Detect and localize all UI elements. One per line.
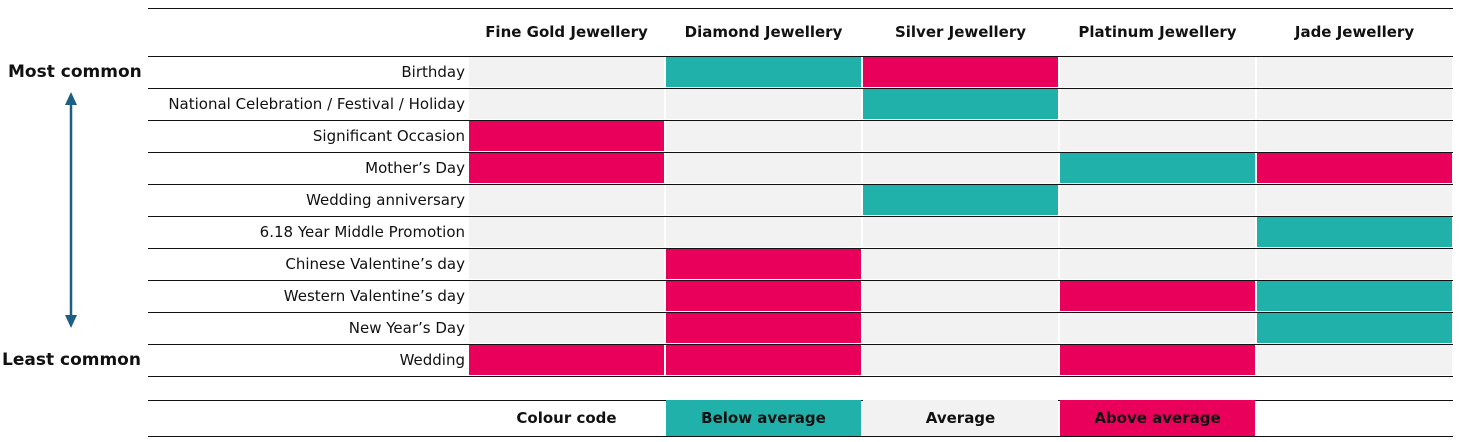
legend-item-above: Above average [1060,400,1255,436]
legend-item-average: Average [863,400,1058,436]
divider-line [148,312,1453,313]
heatmap-cell [1257,281,1452,311]
row-label: Birthday [401,63,465,81]
heatmap-cell [1257,185,1452,215]
heatmap-cell [1257,121,1452,151]
heatmap-cell [469,185,664,215]
heatmap-cell [863,217,1058,247]
heatmap-cell [666,89,861,119]
heatmap-cell [863,89,1058,119]
heatmap-cell [1257,89,1452,119]
divider-line [148,376,1453,377]
heatmap-cell [666,153,861,183]
divider-line [148,216,1453,217]
column-header: Jade Jewellery [1294,23,1415,41]
heatmap-cell [863,281,1058,311]
legend-item-below: Below average [666,400,861,436]
heatmap-cell [863,249,1058,279]
heatmap-cell [666,281,861,311]
heatmap-cell [1257,249,1452,279]
heatmap-cell [469,345,664,375]
heatmap-cell [1060,185,1255,215]
most-common-label: Most common [8,62,142,82]
heatmap-cell [469,281,664,311]
heatmap-cell [469,121,664,151]
heatmap-cell [469,89,664,119]
row-label: New Year’s Day [348,319,465,337]
row-label: Western Valentine’s day [283,287,465,305]
row-label: National Celebration / Festival / Holida… [168,95,465,113]
heatmap-cell [863,121,1058,151]
heatmap-cell [863,153,1058,183]
divider-line [148,56,1453,57]
heatmap-cell [666,57,861,87]
divider-line [148,344,1453,345]
heatmap-cell [469,313,664,343]
heatmap-cell [1060,89,1255,119]
heatmap-cell [666,345,861,375]
heatmap-cell [666,249,861,279]
column-header: Platinum Jewellery [1078,23,1237,41]
divider-line [148,152,1453,153]
row-label: Wedding [399,351,465,369]
heatmap-cell [1257,345,1452,375]
divider-line [148,184,1453,185]
heatmap-cell [469,57,664,87]
row-label: 6.18 Year Middle Promotion [259,223,465,241]
heatmap-cell [469,217,664,247]
row-label: Wedding anniversary [306,191,465,209]
row-label: Chinese Valentine’s day [285,255,465,273]
divider-line [148,8,1453,9]
heatmap-cell [863,57,1058,87]
heatmap-cell [1060,281,1255,311]
heatmap-cell [469,249,664,279]
heatmap-cell [1257,57,1452,87]
heatmap-cell [863,313,1058,343]
column-header: Silver Jewellery [894,23,1027,41]
row-label: Mother’s Day [365,159,465,177]
heatmap-cell [666,121,861,151]
column-header: Diamond Jewellery [684,23,843,41]
heatmap-cell [666,313,861,343]
heatmap-cell [1060,121,1255,151]
heatmap-cell [1257,313,1452,343]
heatmap-cell [469,153,664,183]
heatmap-cell [1257,217,1452,247]
least-common-label: Least common [2,350,141,370]
heatmap-cell [1257,153,1452,183]
divider-line [148,280,1453,281]
heatmap-cell [1060,57,1255,87]
divider-line [148,88,1453,89]
heatmap-cell [863,345,1058,375]
heatmap-cell [1060,249,1255,279]
heatmap-cell [1060,153,1255,183]
legend-title: Colour code [516,409,617,427]
heatmap-cell [1060,345,1255,375]
divider-line [148,436,1453,437]
frequency-arrow [65,92,77,328]
heatmap-cell [666,217,861,247]
divider-line [148,248,1453,249]
row-label: Significant Occasion [312,127,465,145]
divider-line [148,120,1453,121]
heatmap-cell [666,185,861,215]
heatmap-cell [1060,313,1255,343]
heatmap-cell [1060,217,1255,247]
column-header: Fine Gold Jewellery [485,23,648,41]
heatmap-cell [863,185,1058,215]
